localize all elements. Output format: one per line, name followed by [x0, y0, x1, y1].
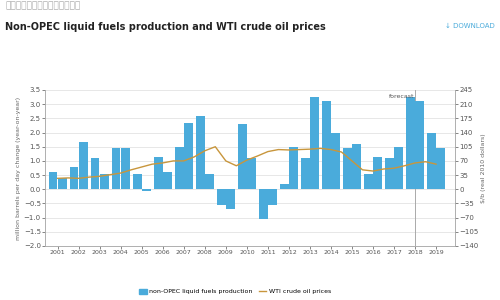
- Bar: [280, 184, 288, 189]
- Bar: [205, 174, 214, 189]
- Bar: [217, 189, 226, 205]
- Bar: [121, 148, 130, 189]
- Bar: [416, 101, 424, 189]
- Bar: [364, 174, 373, 189]
- Bar: [196, 116, 204, 189]
- Text: Non-OPEC liquid fuels production and WTI crude oil prices: Non-OPEC liquid fuels production and WTI…: [5, 22, 326, 32]
- Bar: [436, 148, 445, 189]
- Bar: [163, 172, 172, 189]
- Bar: [184, 123, 193, 189]
- Bar: [373, 157, 382, 189]
- Bar: [132, 174, 141, 189]
- Bar: [238, 124, 246, 189]
- Legend: non-OPEC liquid fuels production, WTI crude oil prices: non-OPEC liquid fuels production, WTI cr…: [136, 286, 334, 297]
- Bar: [427, 133, 436, 189]
- Text: 非欧佩克产量的变化会影响油价: 非欧佩克产量的变化会影响油价: [5, 2, 80, 10]
- Text: forecast: forecast: [388, 94, 414, 99]
- Bar: [48, 172, 58, 189]
- Bar: [322, 101, 330, 189]
- Bar: [154, 157, 162, 189]
- Bar: [112, 148, 120, 189]
- Bar: [58, 178, 66, 189]
- Bar: [385, 158, 394, 189]
- Bar: [310, 97, 319, 189]
- Bar: [343, 148, 352, 189]
- Y-axis label: $/b (real 2010 dollars): $/b (real 2010 dollars): [481, 133, 486, 203]
- Bar: [406, 97, 415, 189]
- Bar: [70, 167, 78, 189]
- Bar: [226, 189, 235, 209]
- Bar: [331, 133, 340, 189]
- Bar: [142, 189, 151, 191]
- Bar: [90, 158, 100, 189]
- Bar: [352, 144, 361, 189]
- Bar: [247, 158, 256, 189]
- Bar: [174, 147, 184, 189]
- Text: ↓ DOWNLOAD: ↓ DOWNLOAD: [446, 22, 495, 28]
- Bar: [79, 142, 88, 189]
- Bar: [394, 147, 403, 189]
- Y-axis label: million barrels per day change (year-on-year): million barrels per day change (year-on-…: [16, 96, 21, 240]
- Bar: [100, 174, 108, 189]
- Bar: [259, 189, 268, 219]
- Bar: [268, 189, 277, 205]
- Bar: [289, 147, 298, 189]
- Bar: [301, 158, 310, 189]
